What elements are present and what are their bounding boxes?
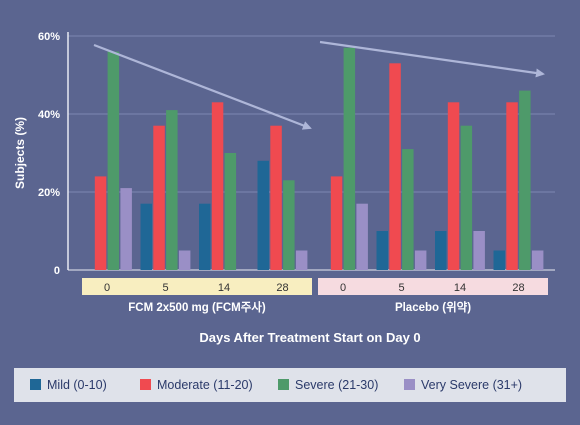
- legend-label: Mild (0-10): [47, 378, 107, 392]
- bar: [166, 110, 178, 270]
- legend-label: Severe (21-30): [295, 378, 378, 392]
- bar: [447, 102, 460, 270]
- bar: [270, 125, 282, 270]
- legend-box: [14, 368, 566, 402]
- x-tick-label: 0: [340, 282, 346, 294]
- bar: [376, 231, 388, 270]
- bar: [283, 180, 295, 270]
- bar: [211, 102, 224, 270]
- bar: [343, 47, 356, 271]
- legend-label: Moderate (11-20): [157, 378, 253, 392]
- bar: [460, 125, 473, 270]
- trend-arrow-placebo: [319, 40, 545, 78]
- bar: [178, 250, 191, 270]
- bar: [94, 176, 107, 270]
- x-axis-label: Days After Treatment Start on Day 0: [199, 330, 420, 345]
- category-band: [318, 278, 548, 295]
- bar: [389, 63, 401, 270]
- bar: [414, 250, 427, 270]
- x-tick-label: 28: [512, 282, 524, 294]
- x-tick-label: 5: [162, 282, 168, 294]
- category-band: [82, 278, 312, 295]
- bar: [295, 250, 308, 270]
- y-tick-label: 60%: [38, 31, 60, 43]
- legend-swatch: [140, 379, 151, 390]
- bar: [473, 231, 485, 270]
- bar: [257, 160, 269, 270]
- x-tick-label: 28: [276, 282, 288, 294]
- bar: [506, 102, 518, 270]
- y-tick-label: 20%: [38, 187, 60, 199]
- legend-swatch: [404, 379, 415, 390]
- group-label: FCM 2x500 mg (FCM주사): [128, 300, 266, 314]
- bar: [531, 250, 544, 270]
- bar: [330, 176, 343, 270]
- bar: [519, 90, 531, 270]
- legend-swatch: [278, 379, 289, 390]
- legend-swatch: [30, 379, 41, 390]
- bar: [107, 51, 120, 270]
- bar: [224, 153, 237, 270]
- legend-label: Very Severe (31+): [421, 378, 522, 392]
- bar: [402, 149, 414, 270]
- bar: [199, 203, 211, 270]
- trend-arrow-fcm: [93, 43, 312, 130]
- group-label: Placebo (위약): [395, 300, 471, 314]
- x-tick-label: 14: [218, 282, 230, 294]
- y-axis-label: Subjects (%): [13, 117, 27, 189]
- y-tick-label: 40%: [38, 109, 60, 121]
- x-tick-label: 5: [398, 282, 404, 294]
- bar: [140, 203, 152, 270]
- bar: [356, 203, 368, 270]
- bar: [120, 188, 132, 270]
- bar: [493, 250, 505, 270]
- x-tick-label: 14: [454, 282, 466, 294]
- bar: [435, 231, 447, 270]
- bar: [153, 125, 165, 270]
- x-tick-label: 0: [104, 282, 110, 294]
- y-tick-label: 0: [54, 265, 60, 277]
